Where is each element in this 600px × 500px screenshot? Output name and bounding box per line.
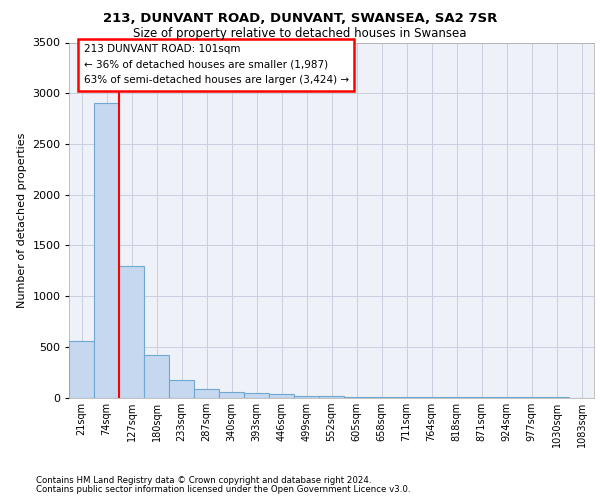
Bar xyxy=(294,396,319,398)
Text: Contains HM Land Registry data © Crown copyright and database right 2024.: Contains HM Land Registry data © Crown c… xyxy=(36,476,371,485)
Bar xyxy=(169,380,194,398)
Bar xyxy=(194,390,219,398)
Text: Contains public sector information licensed under the Open Government Licence v3: Contains public sector information licen… xyxy=(36,485,410,494)
Bar xyxy=(344,397,369,398)
Bar xyxy=(69,340,94,398)
Bar xyxy=(94,104,119,398)
Y-axis label: Number of detached properties: Number of detached properties xyxy=(17,132,27,308)
Text: 213, DUNVANT ROAD, DUNVANT, SWANSEA, SA2 7SR: 213, DUNVANT ROAD, DUNVANT, SWANSEA, SA2… xyxy=(103,12,497,26)
Text: Size of property relative to detached houses in Swansea: Size of property relative to detached ho… xyxy=(133,28,467,40)
Bar xyxy=(269,394,294,398)
Text: 213 DUNVANT ROAD: 101sqm
← 36% of detached houses are smaller (1,987)
63% of sem: 213 DUNVANT ROAD: 101sqm ← 36% of detach… xyxy=(83,44,349,86)
Bar xyxy=(144,356,169,398)
Bar xyxy=(219,392,244,398)
Bar xyxy=(319,396,344,398)
Bar xyxy=(244,393,269,398)
Bar xyxy=(119,266,144,398)
